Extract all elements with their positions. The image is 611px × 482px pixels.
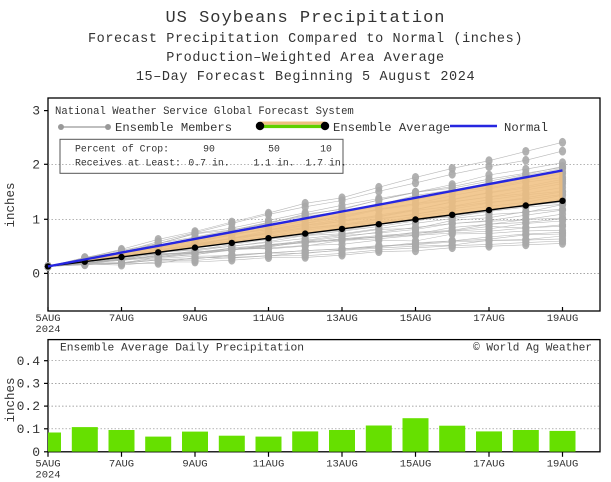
svg-text:2024: 2024 (35, 324, 60, 336)
svg-text:17AUG: 17AUG (473, 459, 505, 471)
svg-text:1.7 in.: 1.7 in. (305, 158, 346, 169)
svg-text:9AUG: 9AUG (182, 313, 207, 325)
svg-text:National Weather Service Globa: National Weather Service Global Forecast… (55, 106, 354, 118)
svg-text:1.1 in.: 1.1 in. (253, 158, 294, 169)
svg-text:11AUG: 11AUG (253, 313, 285, 325)
svg-text:Ensemble Members: Ensemble Members (115, 121, 232, 135)
svg-text:15AUG: 15AUG (400, 459, 432, 471)
svg-text:Normal: Normal (504, 121, 548, 135)
svg-text:Percent of Crop:: Percent of Crop: (75, 144, 169, 155)
svg-text:13AUG: 13AUG (326, 313, 358, 325)
svg-text:1: 1 (32, 212, 40, 227)
svg-text:0.2: 0.2 (17, 399, 40, 414)
svg-text:15AUG: 15AUG (400, 313, 432, 325)
svg-text:0.4: 0.4 (17, 354, 41, 369)
svg-text:13AUG: 13AUG (326, 459, 358, 471)
svg-text:0.1: 0.1 (17, 422, 41, 437)
svg-text:7AUG: 7AUG (109, 459, 134, 471)
svg-text:90: 90 (203, 144, 215, 155)
svg-text:2024: 2024 (35, 470, 60, 482)
svg-text:50: 50 (268, 144, 280, 155)
svg-text:inches: inches (4, 182, 18, 227)
svg-text:0.7 in.: 0.7 in. (188, 158, 229, 169)
svg-text:Ensemble Average: Ensemble Average (333, 121, 450, 135)
svg-text:10: 10 (320, 144, 332, 155)
svg-text:17AUG: 17AUG (473, 313, 505, 325)
svg-text:19AUG: 19AUG (547, 459, 579, 471)
svg-text:3: 3 (32, 104, 40, 119)
svg-text:0: 0 (32, 267, 40, 282)
svg-text:2: 2 (32, 157, 40, 172)
svg-text:9AUG: 9AUG (182, 459, 207, 471)
svg-text:7AUG: 7AUG (109, 313, 134, 325)
svg-text:11AUG: 11AUG (253, 459, 285, 471)
svg-text:© World Ag Weather: © World Ag Weather (473, 343, 592, 355)
svg-text:Receives at Least:: Receives at Least: (75, 158, 181, 169)
svg-text:0.3: 0.3 (17, 377, 40, 392)
svg-text:19AUG: 19AUG (547, 313, 579, 325)
svg-text:inches: inches (4, 377, 18, 422)
svg-text:Ensemble Average Daily Precipi: Ensemble Average Daily Precipitation (60, 343, 304, 355)
